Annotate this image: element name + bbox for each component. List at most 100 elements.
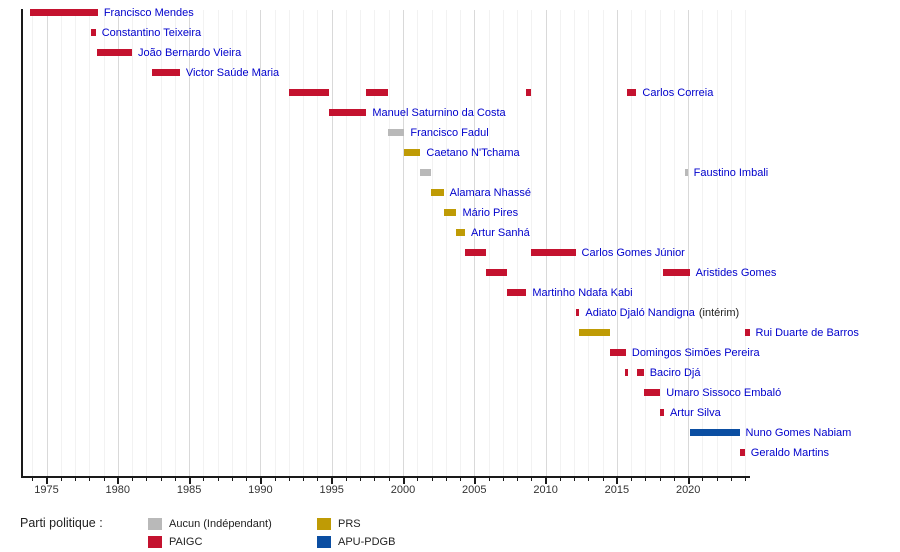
term-bar	[610, 349, 626, 356]
pm-name-label[interactable]: Adiato Djaló Nandigna (intérim)	[585, 306, 739, 320]
pm-name-text: Artur Sanhá	[471, 227, 530, 239]
pm-name-label[interactable]: Domingos Simões Pereira	[632, 346, 760, 360]
pm-name-text: Mário Pires	[462, 207, 519, 219]
year-gridline	[174, 10, 176, 476]
year-gridline	[331, 10, 333, 476]
year-gridline	[574, 10, 576, 476]
year-gridline	[688, 10, 690, 476]
term-bar	[97, 49, 133, 56]
year-gridline	[374, 10, 376, 476]
year-gridline	[431, 10, 433, 476]
term-bar	[404, 149, 421, 156]
pm-name-text: Rui Duarte de Barros	[755, 327, 859, 339]
term-bar	[625, 369, 629, 376]
x-axis-line	[21, 476, 751, 478]
pm-name-label[interactable]: Caetano N'Tchama	[426, 146, 519, 160]
pm-name-text: João Bernardo Vieira	[138, 47, 242, 59]
term-bar	[30, 9, 98, 16]
pm-name-text: Baciro Djá	[649, 367, 701, 379]
axis-tick-label: 1995	[319, 484, 344, 496]
term-bar	[579, 329, 611, 336]
pm-name-label[interactable]: Francisco Mendes	[104, 6, 194, 20]
pm-name-label[interactable]: Carlos Gomes Júnior	[582, 246, 685, 260]
year-gridline	[231, 10, 233, 476]
axis-tick-minor	[673, 478, 675, 481]
pm-name-label[interactable]: Martinho Ndafa Kabi	[532, 286, 632, 300]
pm-name-text: Adiato Djaló Nandigna	[585, 307, 695, 319]
axis-tick-minor	[602, 478, 604, 481]
year-gridline	[260, 10, 262, 476]
term-bar	[636, 369, 644, 376]
year-gridline	[203, 10, 205, 476]
axis-tick-minor	[702, 478, 704, 481]
year-gridline	[488, 10, 490, 476]
pm-name-label[interactable]: Faustino Imbali	[694, 166, 769, 180]
pm-name-text: Manuel Saturnino da Costa	[372, 107, 506, 119]
year-gridline	[745, 10, 747, 476]
year-gridline	[274, 10, 276, 476]
pm-name-text: Carlos Gomes Júnior	[581, 247, 685, 259]
pm-name-label[interactable]: Umaro Sissoco Embaló	[666, 386, 781, 400]
axis-tick-minor	[502, 478, 504, 481]
pm-name-text: Francisco Mendes	[103, 7, 194, 19]
pm-name-text: Faustino Imbali	[693, 167, 769, 179]
term-bar	[465, 249, 487, 256]
pm-name-label[interactable]: Francisco Fadul	[410, 126, 488, 140]
year-gridline	[246, 10, 248, 476]
term-bar	[507, 289, 527, 296]
year-gridline	[673, 10, 675, 476]
pm-name-label[interactable]: Manuel Saturnino da Costa	[372, 106, 505, 120]
pm-name-label[interactable]: Baciro Djá	[650, 366, 701, 380]
axis-tick-minor	[360, 478, 362, 481]
term-bar	[643, 389, 661, 396]
axis-tick-minor	[317, 478, 319, 481]
axis-tick-major	[259, 478, 262, 484]
axis-tick-minor	[217, 478, 219, 481]
pm-name-label[interactable]: Aristides Gomes	[696, 266, 777, 280]
year-gridline	[160, 10, 162, 476]
pm-name-label[interactable]: Constantino Teixeira	[102, 26, 201, 40]
term-bar	[739, 449, 745, 456]
year-gridline	[288, 10, 290, 476]
term-bar	[288, 89, 330, 96]
term-bar	[456, 229, 466, 236]
term-bar	[684, 169, 688, 176]
axis-tick-minor	[431, 478, 433, 481]
pm-name-text: Umaro Sissoco Embaló	[666, 387, 782, 399]
pm-name-label[interactable]: João Bernardo Vieira	[138, 46, 241, 60]
year-gridline	[217, 10, 219, 476]
axis-tick-minor	[231, 478, 233, 481]
axis-tick-minor	[645, 478, 647, 481]
axis-tick-minor	[531, 478, 533, 481]
pm-name-label[interactable]: Rui Duarte de Barros	[756, 326, 859, 340]
pm-name-label[interactable]: Geraldo Martins	[751, 446, 829, 460]
year-gridline	[645, 10, 647, 476]
term-bar	[366, 89, 388, 96]
pm-name-label[interactable]: Carlos Correia	[642, 86, 713, 100]
year-gridline	[360, 10, 362, 476]
axis-tick-minor	[388, 478, 390, 481]
pm-name-label[interactable]: Artur Silva	[670, 406, 721, 420]
pm-name-text: Domingos Simões Pereira	[631, 347, 760, 359]
pm-name-text: Francisco Fadul	[410, 127, 489, 139]
axis-tick-minor	[374, 478, 376, 481]
pm-name-label[interactable]: Mário Pires	[462, 206, 518, 220]
pm-name-label[interactable]: Nuno Gomes Nabiam	[746, 426, 852, 440]
pm-name-label[interactable]: Victor Saúde Maria	[186, 66, 279, 80]
legend-label-apu-pdgb: APU-PDGB	[338, 536, 396, 548]
term-bar	[443, 209, 457, 216]
legend-swatch-paigc	[148, 536, 162, 548]
year-gridline	[75, 10, 77, 476]
axis-tick-minor	[345, 478, 347, 481]
pm-name-label[interactable]: Artur Sanhá	[471, 226, 530, 240]
axis-tick-minor	[559, 478, 561, 481]
pm-name-text: Constantino Teixeira	[101, 27, 202, 39]
term-bar	[662, 269, 690, 276]
axis-tick-minor	[146, 478, 148, 481]
pm-name-label[interactable]: Alamara Nhassé	[450, 186, 531, 200]
axis-tick-label: 1975	[34, 484, 59, 496]
axis-tick-minor	[246, 478, 248, 481]
axis-tick-minor	[274, 478, 276, 481]
pm-name-text: Artur Silva	[669, 407, 721, 419]
axis-tick-minor	[288, 478, 290, 481]
